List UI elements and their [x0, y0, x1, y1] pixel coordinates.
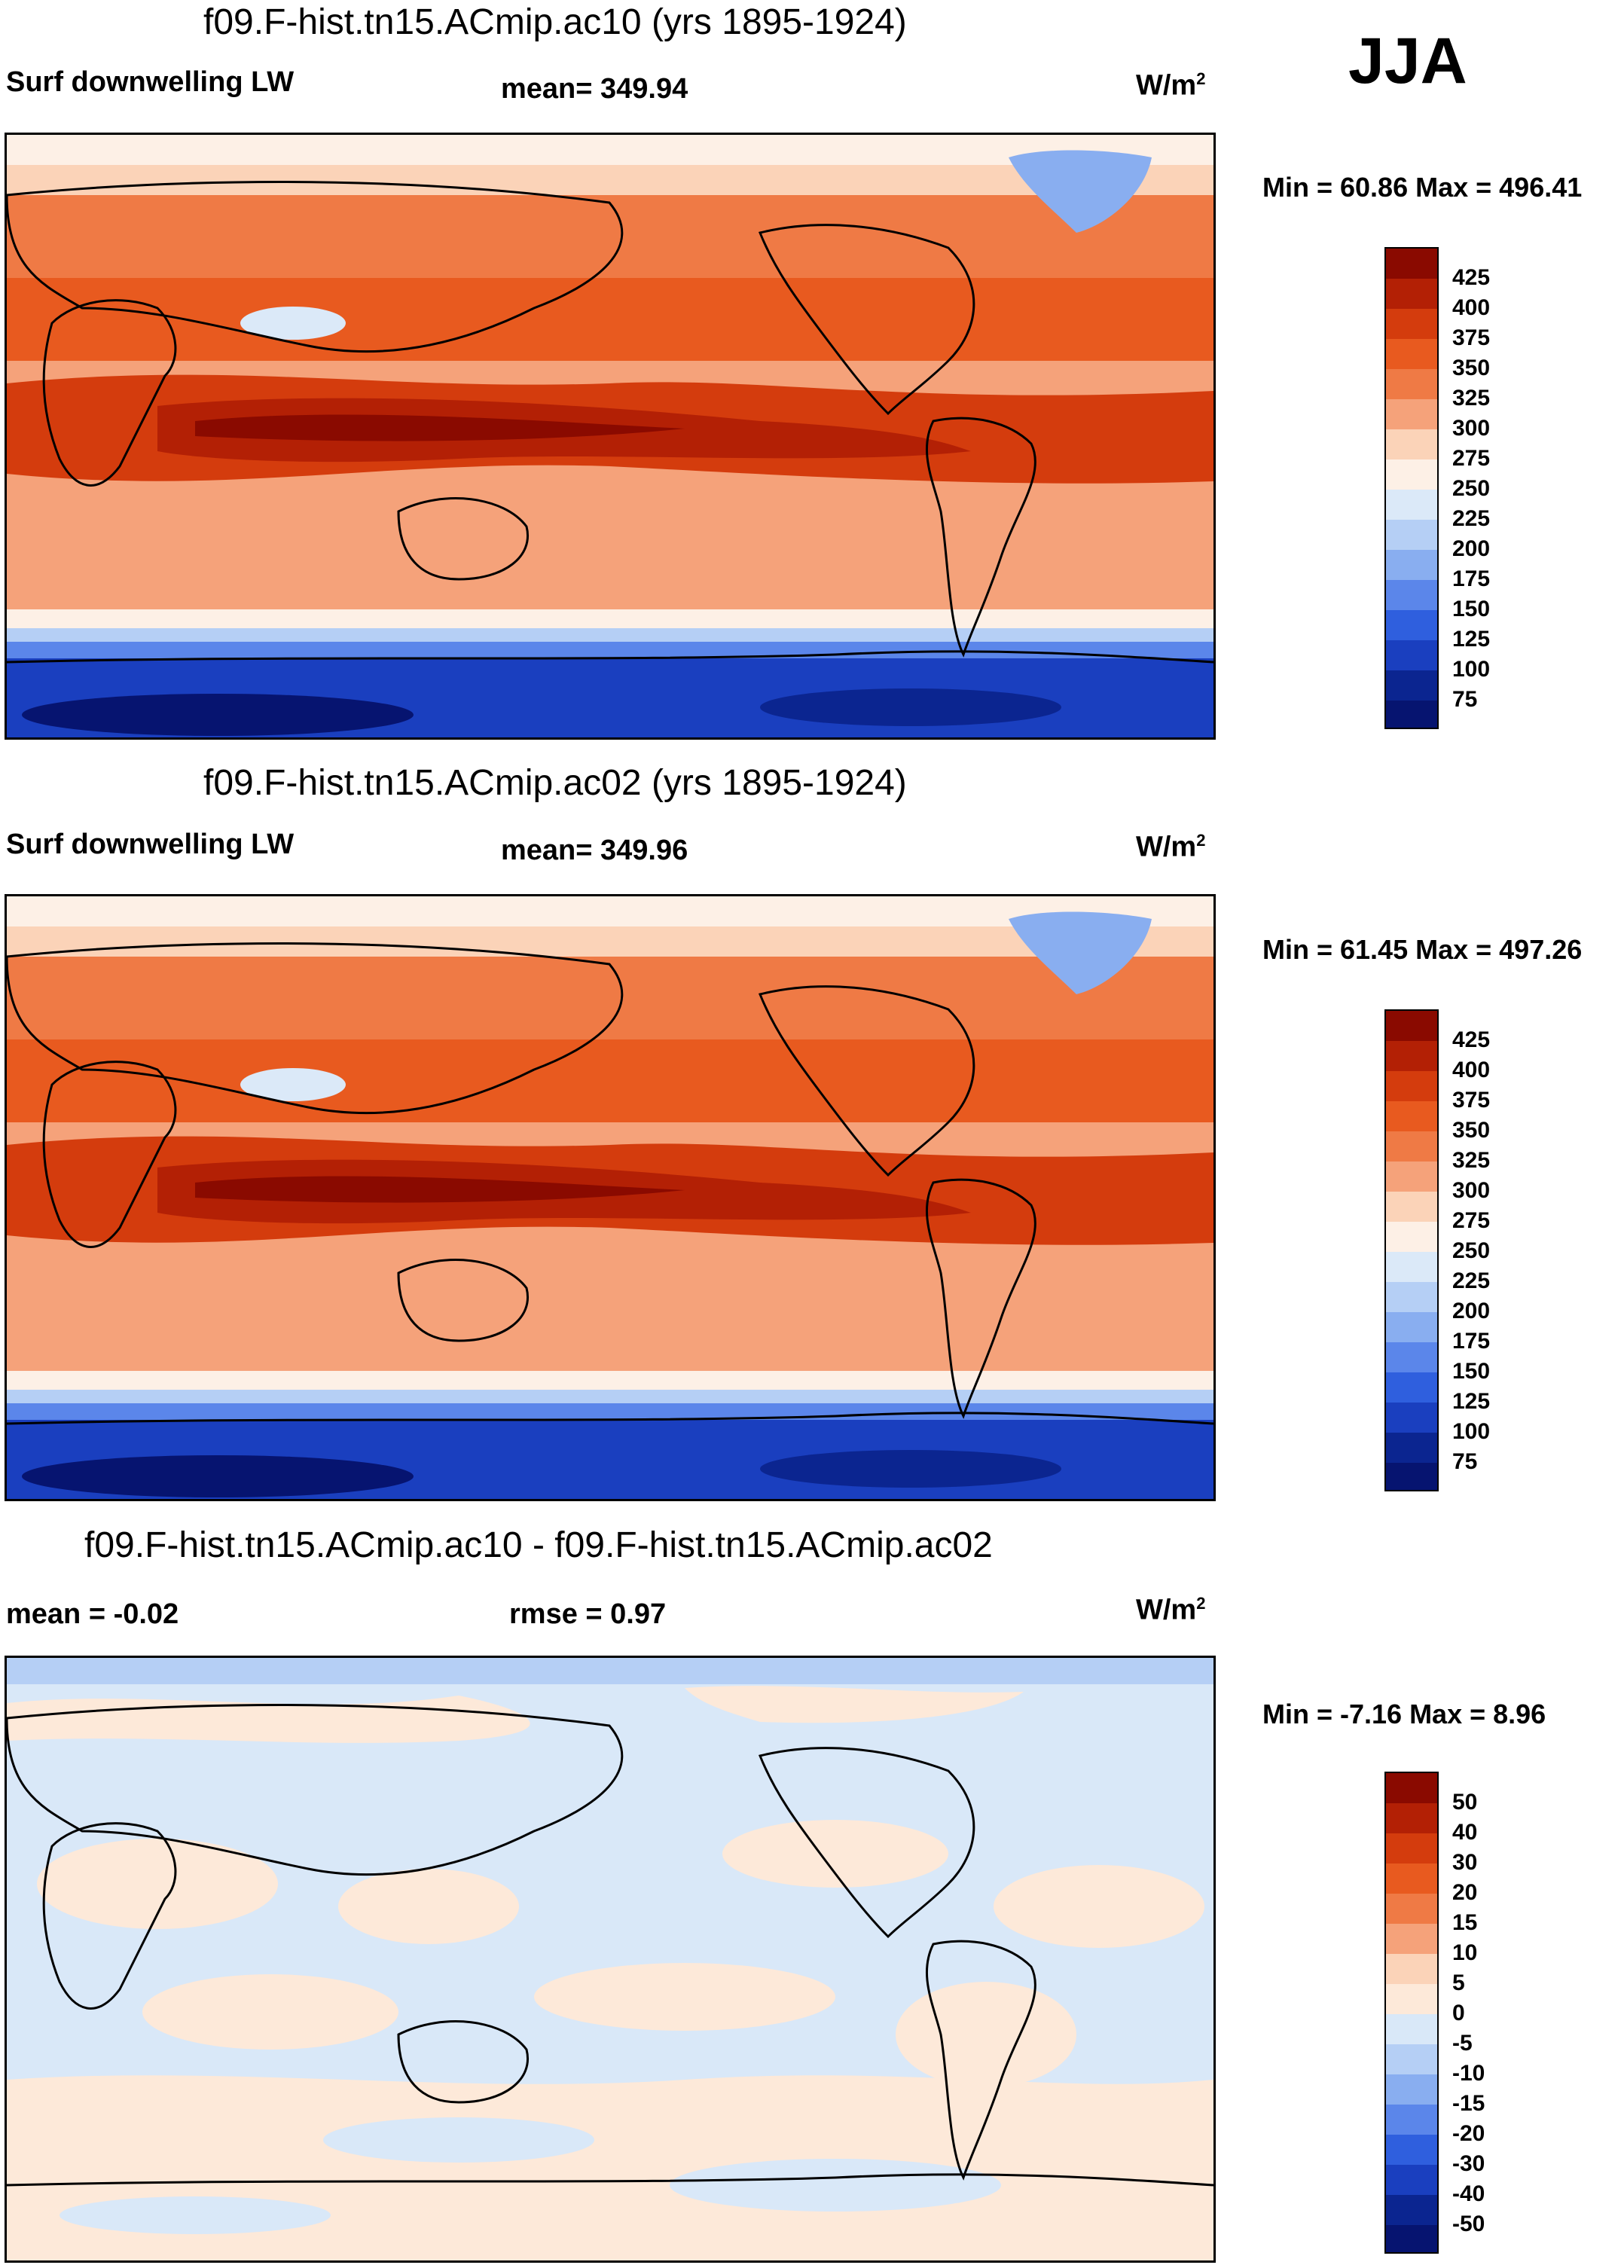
panel3-minmax: Min = -7.16 Max = 8.96	[1262, 1699, 1546, 1729]
panel1-colorbar	[1384, 247, 1439, 729]
panel3-colorbar-labels: 50 40 30 20 15 10 5 0 -5 -10 -15 -20 -30…	[1452, 1790, 1485, 2242]
panel3-mean-label: mean = -0.02	[6, 1598, 179, 1630]
panel1-minmax: Min = 60.86 Max = 496.41	[1262, 172, 1583, 203]
colorbar-tick-label: 75	[1452, 1449, 1478, 1474]
panel2-colorbar-labels: 425 400 375 350 325 300 275 250 225 200 …	[1452, 1027, 1490, 1479]
panel2-units: W/m2	[1136, 831, 1206, 863]
panel2-colorbar	[1384, 1009, 1439, 1491]
colorbar-tick-label: 350	[1452, 1118, 1491, 1143]
colorbar-tick-label: -40	[1452, 2181, 1485, 2206]
colorbar-tick-label: 10	[1452, 1940, 1478, 1965]
colorbar-tick-label: 75	[1452, 687, 1478, 712]
colorbar-tick-label: -30	[1452, 2151, 1485, 2176]
colorbar-tick-label: -15	[1452, 2091, 1485, 2116]
colorbar-tick-label: 20	[1452, 1880, 1478, 1905]
panel2-title: f09.F-hist.tn15.ACmip.ac02 (yrs 1895-192…	[203, 763, 907, 803]
panel3-title: f09.F-hist.tn15.ACmip.ac10 - f09.F-hist.…	[84, 1525, 993, 1565]
colorbar-tick-label: 300	[1452, 416, 1491, 441]
panel2-variable-label: Surf downwelling LW	[6, 829, 295, 860]
season-label: JJA	[1348, 25, 1467, 97]
colorbar-tick-label: 175	[1452, 1329, 1491, 1354]
panel1-variable-label: Surf downwelling LW	[6, 66, 295, 98]
panel2-map	[5, 894, 1216, 1501]
colorbar-tick-label: 125	[1452, 1389, 1491, 1414]
colorbar-tick-label: 150	[1452, 1359, 1491, 1384]
panel1-title: f09.F-hist.tn15.ACmip.ac10 (yrs 1895-192…	[203, 2, 907, 42]
colorbar-tick-label: 425	[1452, 265, 1491, 290]
colorbar-tick-label: -50	[1452, 2212, 1485, 2236]
colorbar-tick-label: 400	[1452, 1058, 1491, 1082]
colorbar-tick-label: 250	[1452, 476, 1491, 501]
panel3-rmse-label: rmse = 0.97	[509, 1598, 667, 1630]
colorbar-tick-label: 300	[1452, 1178, 1491, 1203]
colorbar-tick-label: -10	[1452, 2061, 1485, 2086]
colorbar-tick-label: 325	[1452, 1148, 1491, 1173]
panel1-units: W/m2	[1136, 69, 1206, 102]
colorbar-tick-label: 0	[1452, 2001, 1465, 2025]
colorbar-tick-label: 200	[1452, 1299, 1491, 1323]
colorbar-tick-label: 225	[1452, 506, 1491, 531]
colorbar-tick-label: 400	[1452, 295, 1491, 320]
colorbar-tick-label: 50	[1452, 1790, 1478, 1815]
panel3-map	[5, 1656, 1216, 2263]
panel2-minmax: Min = 61.45 Max = 497.26	[1262, 934, 1583, 965]
colorbar-tick-label: 325	[1452, 386, 1491, 411]
panel3-colorbar	[1384, 1772, 1439, 2254]
panel1-colorbar-labels: 425 400 375 350 325 300 275 250 225 200 …	[1452, 265, 1490, 717]
colorbar-tick-label: 40	[1452, 1820, 1478, 1845]
colorbar-tick-label: 375	[1452, 1088, 1491, 1113]
colorbar-tick-label: 175	[1452, 566, 1491, 591]
colorbar-tick-label: 125	[1452, 627, 1491, 652]
panel3-units: W/m2	[1136, 1594, 1206, 1626]
colorbar-tick-label: 375	[1452, 325, 1491, 350]
colorbar-tick-label: 275	[1452, 446, 1491, 471]
colorbar-tick-label: 225	[1452, 1268, 1491, 1293]
colorbar-tick-label: 250	[1452, 1238, 1491, 1263]
colorbar-tick-label: 200	[1452, 536, 1491, 561]
colorbar-tick-label: 350	[1452, 356, 1491, 380]
colorbar-tick-label: 100	[1452, 1419, 1491, 1444]
panel1-mean-label: mean= 349.94	[501, 73, 688, 105]
colorbar-tick-label: 100	[1452, 657, 1491, 682]
colorbar-tick-label: -5	[1452, 2031, 1473, 2056]
colorbar-tick-label: 15	[1452, 1910, 1478, 1935]
colorbar-tick-label: 275	[1452, 1208, 1491, 1233]
panel2-mean-label: mean= 349.96	[501, 835, 688, 866]
colorbar-tick-label: 150	[1452, 597, 1491, 621]
colorbar-tick-label: 30	[1452, 1850, 1478, 1875]
colorbar-tick-label: -20	[1452, 2121, 1485, 2146]
panel1-map	[5, 133, 1216, 740]
colorbar-tick-label: 5	[1452, 1970, 1465, 1995]
colorbar-tick-label: 425	[1452, 1027, 1491, 1052]
